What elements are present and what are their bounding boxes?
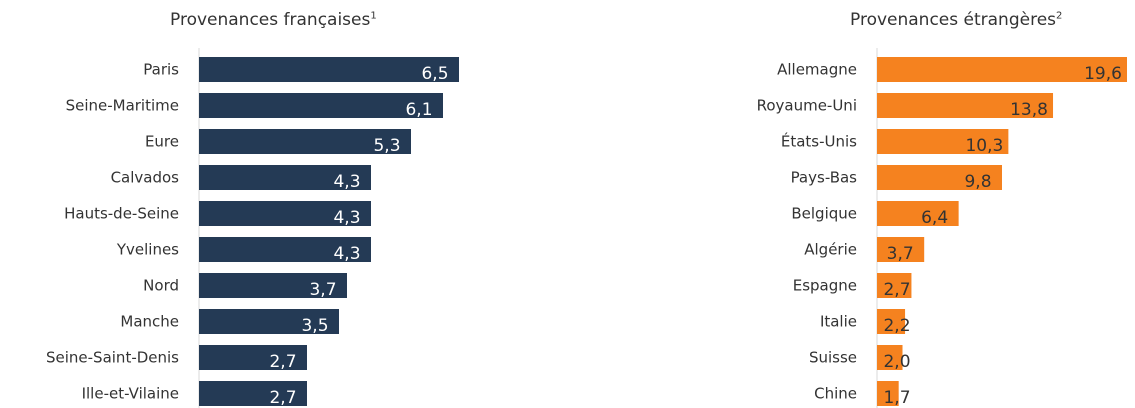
category-label: Ille-et-Vilaine: [82, 385, 179, 403]
bar: [199, 237, 371, 262]
category-label: Allemagne: [777, 61, 857, 79]
data-label: 3,5: [301, 316, 328, 336]
data-label: 1,7: [883, 388, 910, 408]
category-label: Yvelines: [116, 241, 179, 259]
data-label: 5,3: [373, 136, 400, 156]
data-label: 6,1: [405, 100, 432, 120]
category-label: Suisse: [809, 349, 857, 367]
category-label: États-Unis: [781, 132, 857, 151]
bar: [199, 345, 307, 370]
bar-chart-french: Paris 6,5 Seine-Maritime 6,1 Eure 5,3 Calvados…: [46, 48, 459, 408]
data-label: 2,7: [269, 388, 296, 408]
data-label: 9,8: [964, 172, 991, 192]
data-label: 2,0: [883, 352, 910, 372]
data-label: 6,4: [921, 208, 948, 228]
bar: [199, 93, 443, 118]
data-label: 2,2: [883, 316, 910, 336]
bar: [877, 165, 1002, 190]
bar: [877, 93, 1054, 118]
bar-chart-foreign: Allemagne 19,6 Royaume-Uni 13,8 États-Unis 10…: [757, 48, 1127, 408]
bar: [199, 309, 339, 334]
data-label: 19,6: [1084, 64, 1122, 84]
data-label: 10,3: [965, 136, 1003, 156]
bar: [199, 57, 459, 82]
data-label: 2,7: [269, 352, 296, 372]
category-label: Italie: [820, 313, 857, 331]
category-label: Royaume-Uni: [757, 97, 857, 115]
bar: [877, 129, 1009, 154]
bar: [877, 273, 912, 298]
category-label: Manche: [120, 313, 179, 331]
category-label: Espagne: [793, 277, 857, 295]
chart-title-text: Provenances françaises: [170, 10, 371, 30]
bar: [877, 237, 925, 262]
data-label: 6,5: [421, 64, 448, 84]
category-label: Eure: [145, 133, 179, 151]
bar: [877, 309, 906, 334]
chart-title-footnote: 1: [370, 10, 377, 22]
category-label: Paris: [143, 61, 179, 79]
category-label: Algérie: [804, 241, 857, 259]
bar: [877, 201, 959, 226]
chart-french-origins: Provenances françaises1 Paris 6,5 Seine-Ma…: [0, 0, 540, 408]
bar: [877, 57, 1127, 82]
data-label: 13,8: [1010, 100, 1048, 120]
data-label: 4,3: [333, 244, 360, 264]
category-label: Belgique: [791, 205, 857, 223]
chart-title-footnote: 2: [1056, 10, 1063, 22]
category-label: Calvados: [111, 169, 180, 187]
category-label: Hauts-de-Seine: [64, 205, 179, 223]
chart-title: Provenances étrangères2: [850, 10, 1062, 30]
category-label: Nord: [143, 277, 179, 295]
data-label: 3,7: [309, 280, 336, 300]
chart-title-text: Provenances étrangères: [850, 10, 1057, 30]
data-label: 4,3: [333, 172, 360, 192]
bar: [877, 345, 903, 370]
data-label: 3,7: [887, 244, 914, 264]
category-label: Seine-Saint-Denis: [46, 349, 179, 367]
bar: [199, 201, 371, 226]
chart-title: Provenances françaises1: [170, 10, 377, 30]
chart-foreign-origins: Provenances étrangères2 Allemagne 19,6 Roy…: [560, 0, 1135, 408]
data-label: 2,7: [883, 280, 910, 300]
bar: [199, 129, 411, 154]
bar: [199, 381, 307, 406]
category-label: Chine: [814, 385, 857, 403]
bar: [199, 165, 371, 190]
category-label: Seine-Maritime: [66, 97, 179, 115]
bar: [877, 381, 899, 406]
category-label: Pays-Bas: [791, 169, 858, 187]
bar: [199, 273, 347, 298]
data-label: 4,3: [333, 208, 360, 228]
